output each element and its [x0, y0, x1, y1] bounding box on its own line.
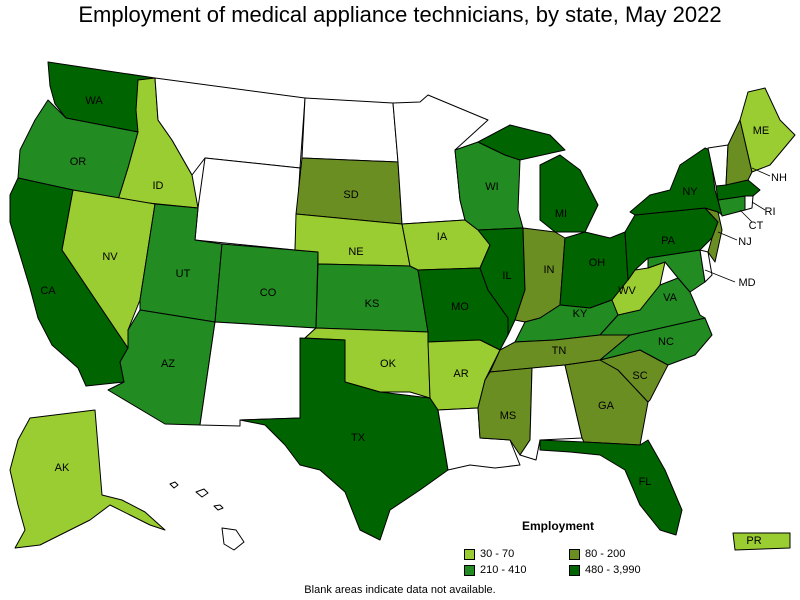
label-va: VA — [663, 292, 678, 304]
state-tx[interactable] — [239, 337, 449, 541]
label-wa: WA — [85, 95, 103, 107]
legend-item: 480 - 3,990 — [569, 563, 669, 577]
label-or: OR — [70, 156, 87, 168]
legend-swatch — [569, 564, 580, 576]
label-ny: NY — [682, 186, 698, 198]
label-ks: KS — [365, 298, 380, 310]
legend-item: 210 - 410 — [464, 563, 569, 577]
label-ut: UT — [176, 268, 191, 280]
leader-ri — [751, 201, 766, 211]
state-nm[interactable] — [199, 321, 317, 427]
legend-label: 210 - 410 — [480, 564, 527, 576]
label-nj: NJ — [738, 236, 751, 248]
state-mi[interactable] — [477, 124, 599, 233]
label-il: IL — [502, 270, 511, 282]
label-tx: TX — [351, 432, 366, 444]
state-nj[interactable] — [704, 207, 723, 263]
leader-nj — [717, 231, 738, 241]
label-wv: WV — [618, 285, 636, 297]
map-title: Employment of medical appliance technici… — [78, 2, 722, 27]
label-mi: MI — [555, 208, 567, 220]
legend-title: Employment — [522, 519, 595, 533]
label-nh: NH — [771, 172, 787, 184]
label-pr: PR — [746, 535, 761, 547]
state-de[interactable] — [699, 249, 713, 283]
state-wy[interactable] — [194, 157, 301, 251]
state-nh[interactable] — [725, 119, 753, 186]
legend-swatch — [464, 564, 475, 576]
state-pr[interactable] — [732, 532, 791, 551]
legend-items: 30 - 70 80 - 200 210 - 410 480 - 3,990 — [464, 547, 664, 577]
label-ga: GA — [598, 400, 615, 412]
leader-md — [704, 269, 736, 283]
label-nv: NV — [102, 251, 118, 263]
label-ms: MS — [500, 410, 517, 422]
state-nd[interactable] — [301, 97, 399, 163]
label-id: ID — [153, 180, 164, 192]
footnote: Blank areas indicate data not available. — [304, 584, 496, 596]
label-mo: MO — [451, 301, 469, 313]
label-md: MD — [738, 277, 755, 289]
label-ak: AK — [55, 462, 70, 474]
label-ca: CA — [40, 285, 56, 297]
label-co: CO — [260, 287, 277, 299]
label-ct: CT — [749, 220, 764, 232]
legend-swatch — [464, 548, 475, 560]
state-me[interactable] — [739, 87, 796, 173]
label-tn: TN — [552, 345, 567, 357]
label-sc: SC — [632, 370, 647, 382]
state-ri[interactable] — [744, 195, 754, 211]
label-oh: OH — [589, 257, 606, 269]
leader-ct — [739, 209, 753, 223]
legend-label: 480 - 3,990 — [585, 564, 641, 576]
label-in: IN — [544, 264, 555, 276]
label-ia: IA — [437, 231, 448, 243]
label-me: ME — [753, 125, 770, 137]
state-fl[interactable] — [539, 439, 683, 536]
label-ne: NE — [348, 246, 363, 258]
label-nc: NC — [658, 336, 674, 348]
label-sd: SD — [343, 189, 358, 201]
label-ar: AR — [453, 368, 468, 380]
leader-nh — [751, 167, 771, 177]
label-wi: WI — [485, 181, 498, 193]
state-ak[interactable] — [9, 409, 166, 549]
label-ky: KY — [573, 308, 588, 320]
state-ny[interactable] — [629, 147, 723, 216]
legend-item: 80 - 200 — [569, 547, 669, 561]
state-hi[interactable] — [169, 481, 245, 551]
legend-item: 30 - 70 — [464, 547, 569, 561]
label-pa: PA — [661, 235, 676, 247]
legend-label: 80 - 200 — [585, 548, 626, 560]
label-ok: OK — [380, 358, 397, 370]
legend-label: 30 - 70 — [480, 548, 515, 560]
label-ri: RI — [765, 206, 776, 218]
label-fl: FL — [639, 476, 652, 488]
legend-swatch — [569, 548, 580, 560]
legend: Employment 30 - 70 80 - 200 210 - 410 48… — [464, 519, 664, 577]
label-az: AZ — [161, 358, 175, 370]
